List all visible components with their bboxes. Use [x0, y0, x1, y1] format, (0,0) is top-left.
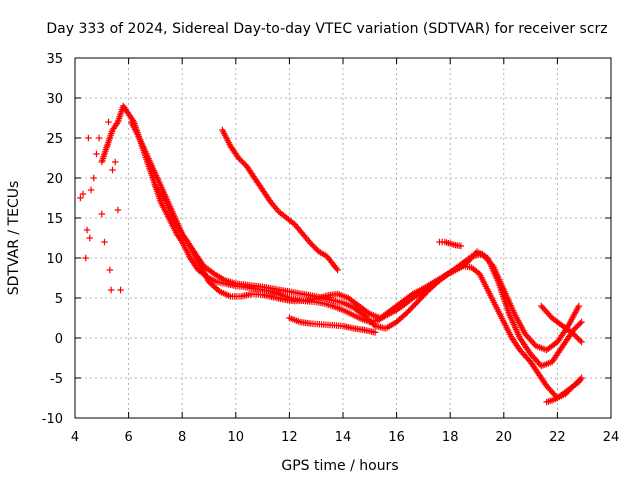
- data-point-track-3: [213, 285, 220, 293]
- y-axis-label: SDTVAR / TECUs: [6, 181, 22, 296]
- data-point-early-scatter: [86, 234, 93, 242]
- data-point-early-scatter: [117, 286, 124, 294]
- y-tick-label: 35: [46, 52, 63, 67]
- x-tick-label: 18: [442, 430, 459, 445]
- data-point-early-scatter: [90, 174, 97, 182]
- data-point-track-2: [394, 317, 402, 324]
- data-point-track-4: [333, 265, 340, 272]
- data-point-track-3: [205, 278, 213, 286]
- data-point-track-3: [578, 318, 585, 326]
- data-point-track-2: [401, 311, 408, 319]
- axes: 4 6 8 10 12 14 16 18 20 22 24 -10 -5 0 5 10 15 20 25 30 35: [42, 52, 620, 445]
- grid-lines: [75, 58, 611, 418]
- data-point-track-2: [399, 313, 406, 320]
- data-point-early-scatter: [107, 286, 115, 294]
- data-point-early-scatter: [85, 134, 92, 142]
- data-point-track-3: [365, 309, 372, 317]
- data-point-track-2: [397, 314, 405, 322]
- data-point-early-scatter: [83, 226, 91, 234]
- x-tick-label: 8: [178, 430, 186, 445]
- data-point-early-scatter: [112, 158, 119, 166]
- y-tick-label: -10: [42, 412, 63, 427]
- data-point-early-scatter: [77, 194, 84, 202]
- data-point-track-2: [402, 310, 409, 317]
- data-points: [77, 102, 585, 406]
- data-point-early-scatter: [79, 190, 87, 198]
- data-point-track-2: [575, 302, 583, 310]
- data-point-track-3: [214, 287, 222, 294]
- data-point-track-4: [334, 266, 341, 274]
- chart-title: Day 333 of 2024, Sidereal Day-to-day VTE…: [46, 21, 607, 37]
- data-point-track-2: [396, 316, 403, 323]
- data-point-early-scatter: [103, 142, 111, 150]
- data-point-track-8: [576, 337, 584, 344]
- data-point-track-6: [371, 329, 379, 336]
- plot-frame: [74, 57, 612, 419]
- data-point-early-scatter: [82, 254, 89, 262]
- data-point-track-8: [578, 338, 585, 346]
- data-point-early-scatter: [87, 186, 95, 194]
- data-point-track-3: [210, 282, 217, 290]
- x-tick-label: 22: [549, 430, 566, 445]
- data-point-track-3: [407, 291, 415, 299]
- data-point-track-3: [211, 284, 219, 291]
- data-point-track-3: [207, 280, 214, 287]
- x-tick-label: 20: [496, 430, 513, 445]
- y-tick-label: 10: [46, 252, 63, 267]
- data-point-early-scatter: [105, 118, 112, 126]
- data-point-early-scatter: [98, 210, 105, 218]
- data-point-track-2: [209, 269, 217, 277]
- y-tick-label: 5: [55, 292, 63, 307]
- data-point-early-scatter: [106, 266, 114, 274]
- x-tick-label: 6: [124, 430, 132, 445]
- data-point-early-scatter: [95, 134, 103, 142]
- x-tick-label: 4: [71, 430, 79, 445]
- x-axis-label: GPS time / hours: [281, 458, 398, 474]
- x-tick-label: 24: [603, 430, 620, 445]
- data-point-early-scatter: [93, 150, 100, 158]
- y-tick-label: 20: [46, 172, 63, 187]
- data-point-track-7: [578, 374, 585, 382]
- data-point-track-2: [393, 318, 400, 326]
- x-tick-label: 16: [388, 430, 405, 445]
- x-tick-label: 14: [335, 430, 352, 445]
- x-tick-label: 12: [281, 430, 298, 445]
- y-tick-label: 30: [46, 92, 63, 107]
- data-point-track-3: [208, 281, 216, 288]
- y-tick-label: 15: [46, 212, 63, 227]
- y-tick-label: 25: [46, 132, 63, 147]
- data-point-early-scatter: [109, 166, 116, 174]
- data-point-track-5: [457, 242, 465, 250]
- data-point-track-3: [576, 320, 584, 327]
- y-tick-label: -5: [50, 372, 63, 387]
- data-point-early-scatter: [101, 238, 108, 246]
- x-tick-label: 10: [228, 430, 245, 445]
- y-tick-label: 0: [55, 332, 63, 347]
- data-point-early-scatter: [114, 206, 122, 214]
